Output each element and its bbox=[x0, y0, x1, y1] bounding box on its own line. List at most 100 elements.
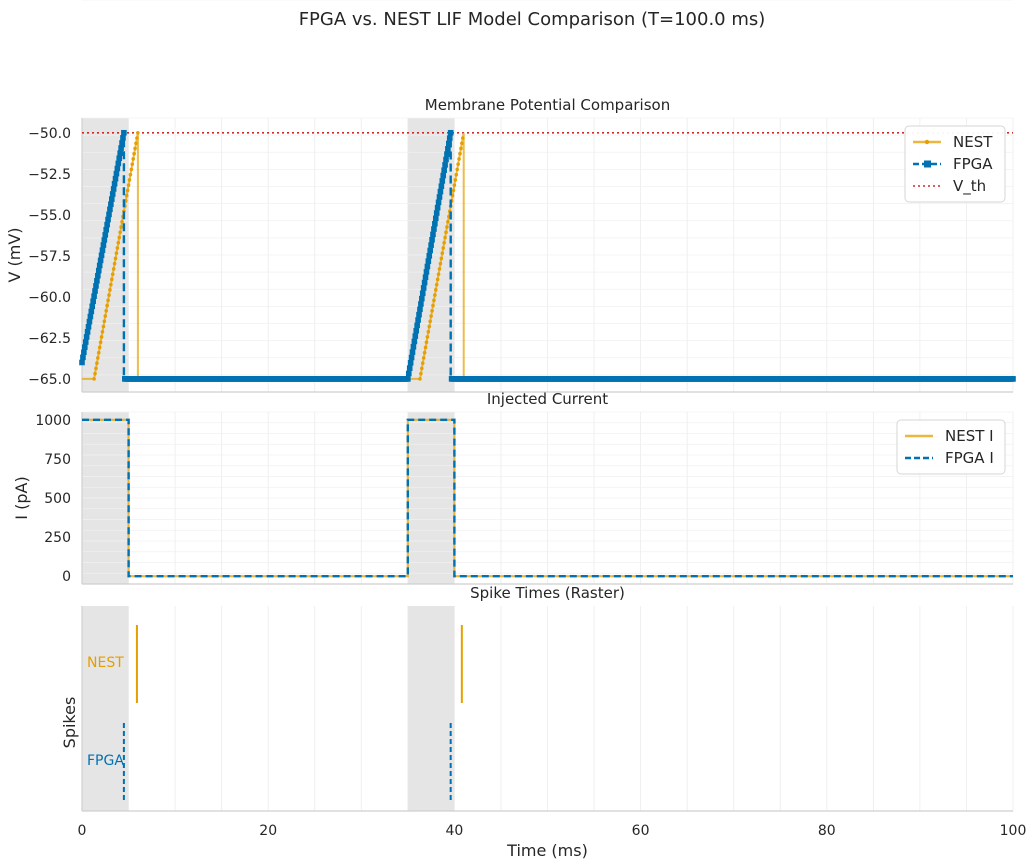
nest-marker bbox=[130, 162, 135, 166]
panel-title: Injected Current bbox=[487, 390, 608, 408]
nest-marker bbox=[131, 157, 136, 161]
legend-marker bbox=[924, 160, 931, 168]
fpga-marker bbox=[406, 365, 413, 371]
nest-marker bbox=[92, 377, 96, 381]
nest-marker bbox=[437, 267, 442, 271]
fpga-marker bbox=[93, 283, 99, 289]
fpga-marker bbox=[409, 349, 416, 355]
nest-marker bbox=[443, 235, 447, 240]
fpga-marker bbox=[441, 167, 447, 174]
fpga-marker bbox=[436, 194, 443, 200]
nest-marker bbox=[109, 277, 114, 282]
x-axis-label: Time (ms) bbox=[506, 841, 588, 860]
nest-marker bbox=[438, 261, 443, 266]
nest-marker bbox=[97, 345, 102, 350]
nest-marker bbox=[111, 267, 116, 271]
fpga-marker bbox=[414, 322, 420, 329]
y-tick-label: 250 bbox=[44, 530, 71, 546]
fpga-marker bbox=[114, 165, 121, 172]
nest-marker bbox=[128, 172, 133, 177]
nest-marker bbox=[426, 329, 431, 334]
fpga-marker bbox=[110, 186, 117, 192]
nest-marker bbox=[103, 314, 108, 318]
legend-marker bbox=[924, 139, 930, 145]
x-tick-label: 80 bbox=[818, 823, 836, 839]
fpga-marker bbox=[89, 303, 96, 310]
fpga-marker bbox=[119, 140, 125, 146]
nest-marker bbox=[451, 188, 456, 193]
fpga-marker bbox=[410, 343, 417, 350]
nest-marker bbox=[439, 256, 444, 261]
nest-marker bbox=[429, 314, 433, 318]
fpga-marker bbox=[109, 191, 116, 197]
fpga-marker bbox=[420, 285, 427, 291]
y-axis-label: Spikes bbox=[60, 697, 79, 749]
fpga-marker bbox=[407, 360, 414, 366]
nest-marker bbox=[446, 219, 450, 224]
nest-marker bbox=[94, 366, 98, 371]
fpga-marker bbox=[415, 317, 421, 323]
y-tick-label: −57.5 bbox=[28, 249, 71, 265]
nest-marker bbox=[125, 188, 130, 193]
fpga-marker bbox=[84, 329, 91, 335]
y-tick-label: 500 bbox=[44, 491, 71, 507]
fpga-marker bbox=[98, 252, 105, 259]
legend-label: V_th bbox=[953, 177, 986, 196]
fpga-marker bbox=[102, 232, 109, 238]
nest-marker bbox=[419, 371, 423, 376]
fpga-marker bbox=[91, 293, 97, 299]
nest-marker bbox=[433, 293, 437, 297]
nest-marker bbox=[118, 230, 122, 235]
y-axis-label: I (pA) bbox=[12, 476, 31, 519]
nest-marker bbox=[455, 167, 459, 172]
fpga-marker bbox=[419, 295, 425, 302]
y-tick-label: −50.0 bbox=[28, 126, 71, 142]
injected-current-panel: Injected Current 0 250 500 750 1000 I (pA) NEST… bbox=[12, 390, 1014, 585]
fpga-marker bbox=[103, 226, 110, 233]
fpga-marker bbox=[79, 359, 85, 366]
nest-marker bbox=[101, 324, 106, 329]
fpga-marker bbox=[430, 231, 436, 238]
nest-marker bbox=[424, 340, 429, 345]
legend-label: NEST I bbox=[945, 427, 994, 445]
fpga-marker bbox=[412, 333, 419, 339]
fpga-marker bbox=[81, 349, 87, 356]
nest-marker bbox=[435, 277, 440, 282]
nest-marker bbox=[95, 361, 99, 365]
panel-title: Spike Times (Raster) bbox=[470, 584, 625, 602]
x-tick-label: 20 bbox=[259, 823, 277, 839]
nest-marker bbox=[453, 178, 458, 182]
fpga-marker bbox=[111, 181, 118, 187]
fpga-marker bbox=[440, 172, 447, 179]
fpga-marker bbox=[447, 129, 454, 136]
fpga-marker bbox=[94, 277, 100, 284]
x-tick-label: 60 bbox=[632, 823, 650, 839]
nest-marker bbox=[104, 309, 109, 313]
nest-marker bbox=[440, 251, 445, 256]
fpga-series bbox=[79, 129, 1016, 382]
fpga-marker bbox=[424, 263, 431, 270]
nest-marker bbox=[116, 240, 121, 245]
nest-marker bbox=[110, 272, 115, 276]
nest-marker bbox=[96, 356, 100, 360]
fpga-marker bbox=[417, 306, 423, 313]
nest-marker bbox=[115, 246, 120, 250]
spike-raster-panel: Spike Times (Raster) 0 20 40 60 80 100 Time (ms… bbox=[60, 0, 1026, 860]
fpga-marker bbox=[405, 376, 411, 382]
fpga-marker bbox=[116, 155, 123, 162]
nest-marker bbox=[109, 282, 113, 287]
fpga-marker bbox=[121, 129, 127, 136]
nest-marker bbox=[423, 345, 428, 350]
fpga-marker bbox=[418, 301, 424, 307]
nest-marker bbox=[418, 377, 422, 381]
fpga-marker bbox=[427, 247, 433, 254]
fpga-marker bbox=[81, 344, 88, 350]
nest-marker bbox=[434, 282, 439, 287]
nest-marker bbox=[114, 251, 119, 256]
y-tick-label: −52.5 bbox=[28, 167, 71, 183]
fpga-marker bbox=[428, 242, 434, 248]
nest-marker bbox=[113, 256, 118, 261]
fpga-marker bbox=[118, 145, 124, 151]
nest-marker bbox=[136, 130, 140, 135]
fpga-marker bbox=[92, 288, 98, 294]
